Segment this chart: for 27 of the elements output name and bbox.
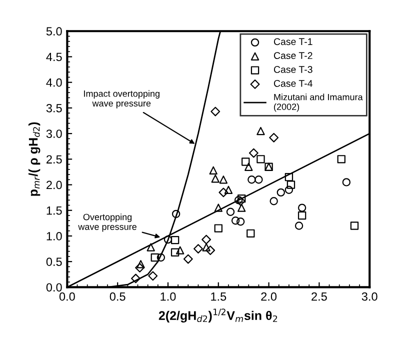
x-axis-title: 2(2/gH$_{d2}$)$^{1/2}$V$_{m}$sin θ$_{2}$ xyxy=(158,308,278,323)
x-tick-label: 0.0 xyxy=(59,292,75,301)
legend-label: Case T-4 xyxy=(274,80,312,87)
x-tick-label: 0.5 xyxy=(110,292,126,301)
annotation: Impact overtopping wave pressure xyxy=(84,90,160,108)
y-tick-label: 1.0 xyxy=(46,232,62,240)
y-tick-label: 1.5 xyxy=(46,206,62,215)
legend-label: Case T-2 xyxy=(274,52,312,60)
y-tick-label: 3.0 xyxy=(46,130,62,138)
x-tick-label: 2.5 xyxy=(312,292,327,301)
legend-label: Case T-1 xyxy=(274,38,312,46)
x-tick-label: 3.0 xyxy=(362,292,378,301)
y-axis-title: p$_{mr}$/( ρ gH$_{d2}$) xyxy=(28,122,40,196)
annotation: Overtopping wave pressure xyxy=(78,214,136,232)
y-tick-label: 4.0 xyxy=(46,78,62,87)
y-tick-label: 4.5 xyxy=(46,52,62,62)
y-tick-label: 2.5 xyxy=(46,155,62,164)
legend-label: Case T-3 xyxy=(274,66,312,73)
y-tick-label: 3.5 xyxy=(46,104,62,112)
x-tick-label: 1.0 xyxy=(160,292,176,301)
x-tick-label: 2.0 xyxy=(261,292,277,301)
y-tick-label: 5.0 xyxy=(46,27,62,36)
y-tick-label: 2.0 xyxy=(46,180,62,190)
x-tick-label: 1.5 xyxy=(211,292,226,301)
y-tick-label: 0.5 xyxy=(46,258,62,266)
y-tick-label: 0.0 xyxy=(46,283,62,292)
legend-label: Mizutani and Imamura (2002) xyxy=(274,94,363,112)
